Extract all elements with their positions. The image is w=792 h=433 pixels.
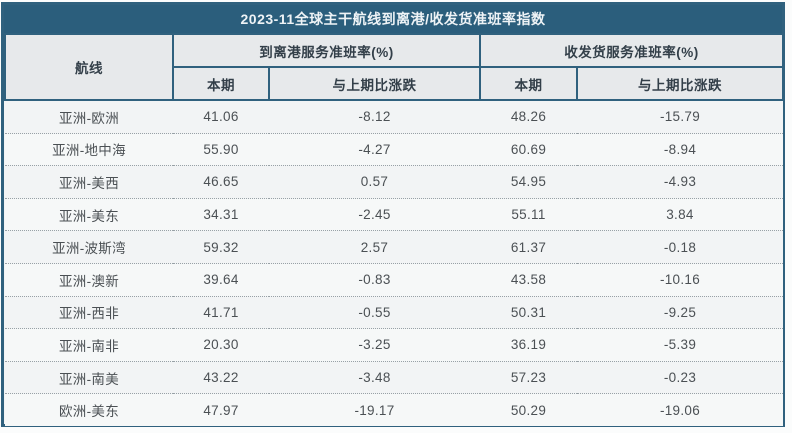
cell-route: 亚洲-澳新 (5, 262, 173, 297)
cell-change-1: -19.17 (269, 393, 480, 426)
cell-current-2: 60.69 (480, 132, 577, 166)
cell-change-2: -8.94 (577, 132, 783, 166)
cell-current-2: 36.19 (480, 328, 577, 362)
table-header: 航线 到离港服务准班率(%) 收发货服务准班率(%) 本期 与上期比涨跌 本期 … (4, 33, 784, 101)
cell-change-1: -0.55 (269, 295, 480, 329)
cell-route: 亚洲-地中海 (5, 132, 173, 166)
cell-current-1: 59.32 (173, 230, 269, 264)
cell-change-2: -15.79 (577, 100, 783, 134)
cell-current-2: 54.95 (480, 165, 577, 199)
table-body: 亚洲-欧洲 41.06 -8.12 48.26 -15.79 亚洲-地中海 55… (5, 100, 783, 426)
cell-change-1: 2.57 (269, 230, 480, 264)
cell-route: 亚洲-欧洲 (5, 100, 173, 134)
cell-change-1: -2.45 (269, 197, 480, 231)
table-row: 亚洲-澳新 39.64 -0.83 43.58 -10.16 (5, 262, 783, 297)
cell-change-2: -4.93 (577, 165, 783, 199)
cell-current-1: 41.71 (173, 295, 269, 329)
cell-change-1: -3.25 (269, 328, 480, 362)
cell-route: 亚洲-波斯湾 (5, 230, 173, 264)
cell-current-2: 50.29 (480, 393, 577, 426)
col-header-current-1: 本期 (172, 66, 270, 101)
cell-change-1: 0.57 (269, 165, 480, 199)
cell-route: 亚洲-美东 (5, 197, 173, 231)
cell-current-1: 43.22 (173, 360, 269, 394)
table-title: 2023-11全球主干航线到离港/收发货准班率指数 (4, 5, 782, 33)
cell-current-2: 57.23 (480, 360, 577, 394)
cell-current-2: 48.26 (480, 100, 577, 134)
table-row: 亚洲-地中海 55.90 -4.27 60.69 -8.94 (5, 132, 783, 166)
cell-route: 亚洲-美西 (5, 165, 173, 199)
col-group-arrival-departure: 到离港服务准班率(%) (172, 33, 481, 68)
cell-change-1: -3.48 (269, 360, 480, 394)
col-header-current-2: 本期 (479, 66, 578, 101)
cell-change-1: -4.27 (269, 132, 480, 166)
punctuality-index-table: 2023-11全球主干航线到离港/收发货准班率指数 航线 到离港服务准班率(%)… (1, 2, 785, 427)
cell-route: 亚洲-南美 (5, 360, 173, 394)
cell-change-2: 3.84 (577, 197, 783, 231)
cell-current-1: 47.97 (173, 393, 269, 426)
cell-change-2: -9.25 (577, 295, 783, 329)
cell-current-2: 43.58 (480, 262, 577, 297)
table-row: 欧洲-美东 47.97 -19.17 50.29 -19.06 (5, 393, 783, 426)
cell-change-2: -19.06 (577, 393, 783, 426)
cell-change-2: -0.23 (577, 360, 783, 394)
cell-change-2: -0.18 (577, 230, 783, 264)
table-row: 亚洲-欧洲 41.06 -8.12 48.26 -15.79 (5, 100, 783, 134)
col-header-change-1: 与上期比涨跌 (268, 66, 481, 101)
cell-change-1: -0.83 (269, 262, 480, 297)
table-row: 亚洲-美东 34.31 -2.45 55.11 3.84 (5, 197, 783, 231)
cell-change-2: -5.39 (577, 328, 783, 362)
cell-current-1: 55.90 (173, 132, 269, 166)
cell-route: 欧洲-美东 (5, 393, 173, 426)
cell-route: 亚洲-南非 (5, 328, 173, 362)
cell-current-1: 39.64 (173, 262, 269, 297)
cell-current-2: 61.37 (480, 230, 577, 264)
cell-current-2: 55.11 (480, 197, 577, 231)
table-row: 亚洲-波斯湾 59.32 2.57 61.37 -0.18 (5, 230, 783, 264)
cell-current-2: 50.31 (480, 295, 577, 329)
cell-current-1: 34.31 (173, 197, 269, 231)
col-group-cargo-delivery: 收发货服务准班率(%) (479, 33, 784, 68)
cell-change-1: -8.12 (269, 100, 480, 134)
table-row: 亚洲-南非 20.30 -3.25 36.19 -5.39 (5, 328, 783, 362)
cell-change-2: -10.16 (577, 262, 783, 297)
cell-current-1: 41.06 (173, 100, 269, 134)
table-row: 亚洲-西非 41.71 -0.55 50.31 -9.25 (5, 295, 783, 329)
col-header-route: 航线 (4, 33, 174, 101)
col-header-change-2: 与上期比涨跌 (576, 66, 784, 101)
cell-current-1: 20.30 (173, 328, 269, 362)
cell-current-1: 46.65 (173, 165, 269, 199)
cell-route: 亚洲-西非 (5, 295, 173, 329)
table-row: 亚洲-美西 46.65 0.57 54.95 -4.93 (5, 165, 783, 199)
data-table: 航线 到离港服务准班率(%) 收发货服务准班率(%) 本期 与上期比涨跌 本期 … (4, 33, 784, 426)
table-row: 亚洲-南美 43.22 -3.48 57.23 -0.23 (5, 360, 783, 394)
